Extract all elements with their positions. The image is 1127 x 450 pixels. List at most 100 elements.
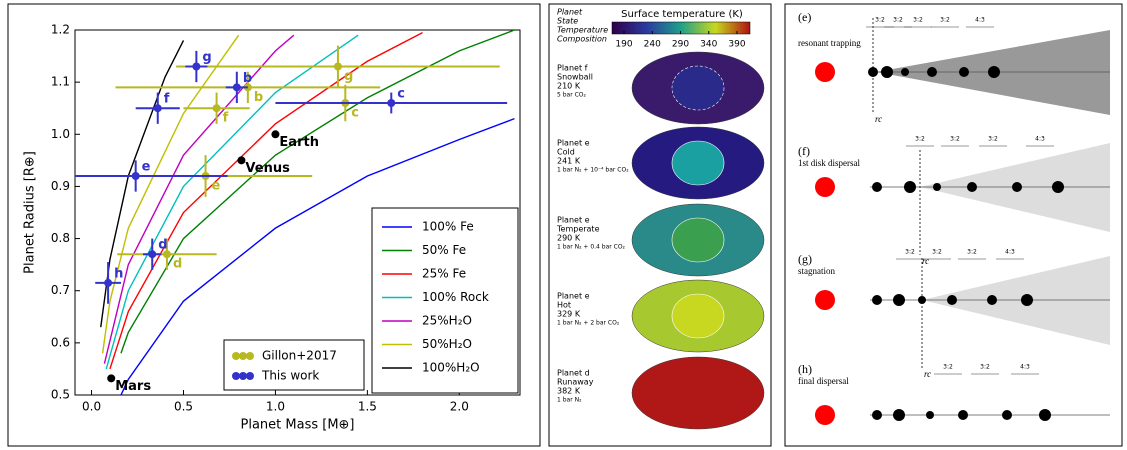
resonance-label: 3:2	[943, 364, 953, 371]
legend-box	[224, 340, 364, 390]
map-text: 290 K	[557, 234, 581, 243]
point-label: b	[243, 71, 252, 86]
colorbar-tick-label: 190	[615, 40, 632, 50]
resonance-label: 4:3	[1005, 249, 1015, 256]
planet	[1052, 181, 1064, 193]
climate-map-core	[672, 218, 724, 262]
planet	[881, 66, 893, 78]
x-tick-label: 0.5	[174, 400, 193, 414]
legend-swatch	[246, 352, 254, 360]
map-text: 1 bar N₂ + 10⁻⁴ bar CO₂	[557, 167, 629, 174]
x-axis-label: Planet Mass [M⊕]	[241, 418, 355, 433]
point	[233, 83, 241, 91]
header-text: Planet	[557, 8, 583, 17]
planet	[967, 182, 977, 192]
y-tick-label: 1.1	[51, 75, 70, 89]
planet-point	[271, 130, 279, 138]
planet-label: Earth	[279, 135, 319, 150]
resonance-label: 3:2	[967, 249, 977, 256]
planet	[988, 66, 1000, 78]
map-text: Planet d	[557, 369, 590, 378]
resonance-label: 3:2	[950, 136, 960, 143]
map-text: Hot	[557, 301, 571, 310]
resonance-label: 4:3	[1020, 364, 1030, 371]
point-label: c	[351, 106, 359, 121]
point	[192, 63, 200, 71]
legend-label: 100% Fe	[422, 220, 474, 234]
stage-caption: resonant trapping	[798, 38, 861, 48]
rc-label: rc	[924, 369, 931, 379]
map-text: 382 K	[557, 387, 581, 396]
resonance-label: 3:2	[913, 17, 923, 24]
map-text: 329 K	[557, 310, 581, 319]
legend-label: 25% Fe	[422, 267, 466, 281]
map-text: Cold	[557, 148, 575, 157]
stage-caption: stagnation	[798, 266, 835, 276]
resonance-label: 3:2	[893, 17, 903, 24]
planet	[1039, 409, 1051, 421]
map-text: Planet e	[557, 216, 590, 225]
header-text: Composition	[557, 35, 607, 44]
legend-label: 25%H₂O	[422, 314, 472, 328]
planet	[926, 411, 934, 419]
colorbar-tick-label: 290	[672, 40, 689, 50]
legend-swatch	[232, 372, 240, 380]
map-text: 210 K	[557, 82, 581, 91]
map-text: 1 bar N₂ + 0.4 bar CO₂	[557, 244, 626, 251]
legend-label: 50%H₂O	[422, 337, 472, 351]
resonance-label: 3:2	[980, 364, 990, 371]
point	[334, 63, 342, 71]
point-label: e	[142, 160, 151, 175]
colorbar-tick-label: 240	[644, 40, 661, 50]
stage-label: (e)	[798, 10, 811, 24]
header-text: Temperature	[557, 26, 608, 35]
point	[387, 99, 395, 107]
point	[154, 104, 162, 112]
point	[104, 279, 112, 287]
point-label: g	[202, 50, 211, 65]
planet	[901, 68, 909, 76]
map-text: 241 K	[557, 157, 581, 166]
map-text: 5 bar CO₂	[557, 92, 586, 99]
stage-label: (f)	[798, 144, 810, 158]
mass-radius-plot: 0.00.51.01.52.00.50.60.70.80.91.01.11.2P…	[23, 23, 521, 433]
figure: 0.00.51.01.52.00.50.60.70.80.91.01.11.2P…	[0, 0, 1127, 450]
y-tick-label: 0.8	[51, 231, 70, 245]
y-tick-label: 0.5	[51, 388, 70, 402]
planet-point	[107, 374, 115, 382]
legend-swatch	[246, 372, 254, 380]
point-label: c	[397, 87, 405, 102]
planet	[872, 182, 882, 192]
planet	[1021, 294, 1033, 306]
y-tick-label: 0.7	[51, 283, 70, 297]
legend-label: 100% Rock	[422, 290, 489, 304]
planet	[958, 410, 968, 420]
planet	[872, 410, 882, 420]
planet-label: Venus	[245, 161, 290, 176]
planet	[927, 67, 937, 77]
resonance-label: 3:2	[940, 17, 950, 24]
colorbar-tick-label: 390	[728, 40, 745, 50]
y-tick-label: 1.2	[51, 23, 70, 37]
map-text: 1 bar N₂	[557, 397, 582, 404]
map-text: Snowball	[557, 73, 593, 82]
legend-label: This work	[261, 369, 319, 383]
planet	[893, 409, 905, 421]
planet	[1012, 182, 1022, 192]
y-tick-label: 1.0	[51, 127, 70, 141]
y-tick-label: 0.9	[51, 179, 70, 193]
point	[132, 172, 140, 180]
planet-label: Mars	[115, 379, 151, 394]
x-tick-label: 0.0	[82, 400, 101, 414]
star	[815, 62, 835, 82]
planet	[959, 67, 969, 77]
point-label: f	[164, 92, 170, 107]
rc-label: rc	[875, 114, 882, 124]
legend-swatch	[239, 372, 247, 380]
resonance-label: 3:2	[905, 249, 915, 256]
map-text: Temperate	[556, 225, 600, 234]
planet	[918, 296, 926, 304]
climate-map-core	[672, 66, 724, 110]
map-text: Runaway	[557, 378, 594, 387]
climate-map-core	[672, 141, 724, 185]
